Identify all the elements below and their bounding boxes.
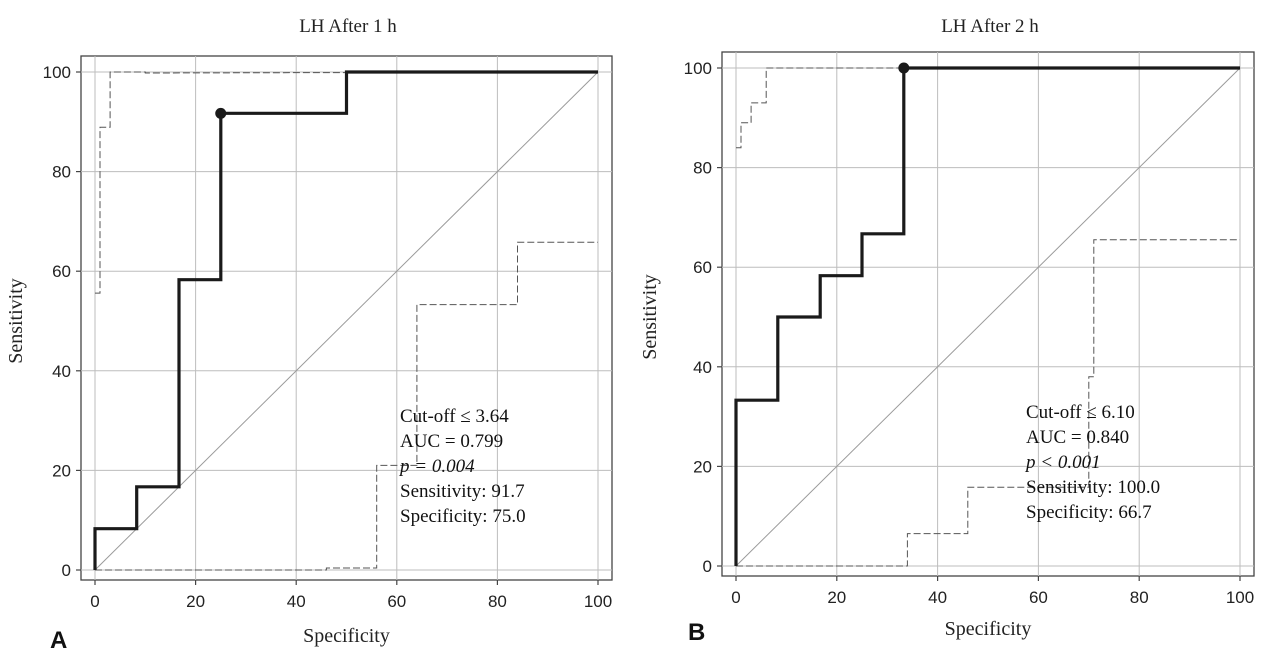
x-tick-label-40: 40 bbox=[928, 588, 947, 607]
annotation-p: p < 0.001 bbox=[1024, 452, 1101, 473]
y-tick-label-100: 100 bbox=[43, 63, 71, 82]
x-tick-label-80: 80 bbox=[488, 592, 507, 611]
chart-panel-a: LH After 1 h 0 20 40 60 80 100 0 20 40 60 80 100 Spec… bbox=[5, 16, 613, 651]
y-tick-label-80: 80 bbox=[52, 163, 71, 182]
x-tick-label-20: 20 bbox=[827, 588, 846, 607]
x-tick-label-60: 60 bbox=[1029, 588, 1048, 607]
annotation-cutoff: Cut-off ≤ 3.64 bbox=[400, 406, 509, 427]
plot-frame bbox=[80, 55, 613, 581]
y-tick-label-40: 40 bbox=[52, 362, 71, 381]
annotation-cutoff: Cut-off ≤ 6.10 bbox=[1026, 402, 1135, 423]
annotation-specificity: Specificity: 66.7 bbox=[1026, 502, 1152, 523]
annotation-sensitivity: Sensitivity: 100.0 bbox=[1026, 477, 1160, 498]
ci-upper-line bbox=[95, 71, 599, 294]
annotation-specificity: Specificity: 75.0 bbox=[400, 506, 526, 527]
annotation-sensitivity: Sensitivity: 91.7 bbox=[400, 481, 525, 502]
y-tick-label-40: 40 bbox=[693, 358, 712, 377]
reference-diagonal bbox=[735, 67, 1241, 567]
y-axis-label: Sensitivity bbox=[5, 278, 27, 364]
x-tick-label-0: 0 bbox=[731, 588, 740, 607]
y-tick-label-60: 60 bbox=[693, 258, 712, 277]
x-tick-label-0: 0 bbox=[90, 592, 99, 611]
chart-title: LH After 1 h bbox=[299, 16, 397, 37]
ci-lower-line bbox=[736, 239, 1240, 567]
ci-upper-line bbox=[736, 67, 1240, 149]
y-axis-label: Sensitivity bbox=[639, 274, 661, 360]
y-tick-label-80: 80 bbox=[693, 159, 712, 178]
y-tick-label-20: 20 bbox=[52, 461, 71, 480]
ci-lower-line bbox=[95, 241, 598, 571]
x-axis-label: Specificity bbox=[303, 625, 390, 647]
roc-curve-line bbox=[734, 66, 1240, 566]
cutoff-point-marker bbox=[898, 62, 910, 74]
annotation-p: p = 0.004 bbox=[398, 456, 475, 477]
x-tick-label-100: 100 bbox=[1226, 588, 1254, 607]
y-tick-label-20: 20 bbox=[693, 457, 712, 476]
panel-label: B bbox=[688, 619, 705, 646]
panel-label: A bbox=[50, 627, 67, 651]
chart-title: LH After 2 h bbox=[941, 16, 1039, 37]
y-tick-label-0: 0 bbox=[62, 561, 71, 580]
x-tick-label-60: 60 bbox=[387, 592, 406, 611]
x-tick-label-40: 40 bbox=[287, 592, 306, 611]
annotation-auc: AUC = 0.799 bbox=[400, 431, 503, 452]
x-tick-label-80: 80 bbox=[1130, 588, 1149, 607]
x-tick-label-100: 100 bbox=[584, 592, 612, 611]
x-axis-label: Specificity bbox=[945, 618, 1032, 640]
plot-frame bbox=[721, 51, 1255, 577]
y-tick-label-60: 60 bbox=[52, 262, 71, 281]
y-tick-label-100: 100 bbox=[684, 59, 712, 78]
y-tick-label-0: 0 bbox=[703, 557, 712, 576]
roc-curve-line bbox=[93, 70, 598, 570]
chart-panel-b: LH After 2 h 0 20 40 60 80 100 0 20 40 60 80 100 Spec… bbox=[639, 16, 1255, 646]
annotation-auc: AUC = 0.840 bbox=[1026, 427, 1129, 448]
cutoff-point-marker bbox=[215, 107, 227, 119]
x-tick-label-20: 20 bbox=[186, 592, 205, 611]
